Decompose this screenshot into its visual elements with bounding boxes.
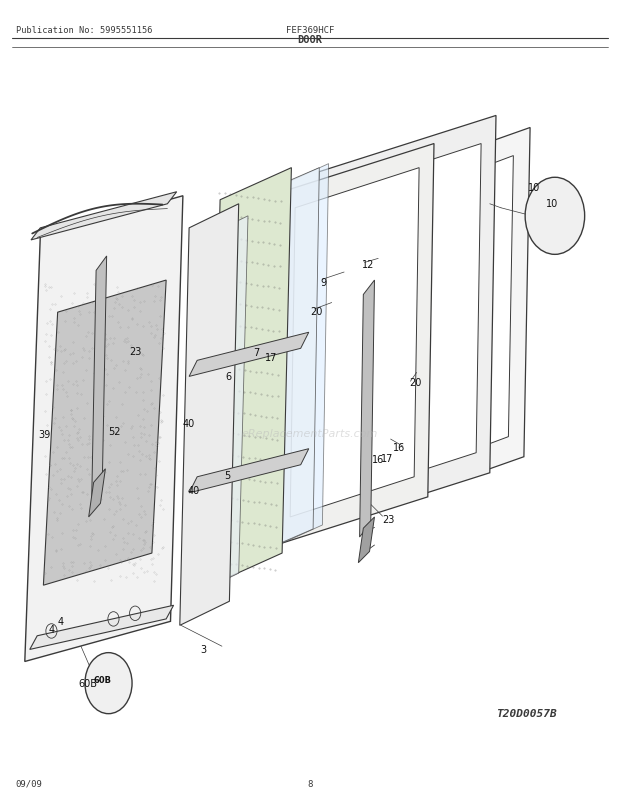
Text: eReplacementParts.com: eReplacementParts.com (242, 428, 378, 438)
Polygon shape (43, 281, 166, 585)
Text: 9: 9 (321, 277, 327, 287)
Text: 5: 5 (224, 471, 231, 480)
Text: 52: 52 (108, 427, 121, 436)
Text: 40: 40 (183, 419, 195, 428)
Polygon shape (31, 192, 177, 241)
Circle shape (85, 653, 132, 714)
Polygon shape (313, 116, 496, 529)
Text: 8: 8 (308, 779, 312, 788)
Text: 4: 4 (58, 617, 64, 626)
Polygon shape (189, 217, 248, 597)
Polygon shape (92, 257, 107, 497)
Text: 20: 20 (409, 378, 422, 387)
Text: Publication No: 5995551156: Publication No: 5995551156 (16, 26, 152, 34)
Text: 17: 17 (265, 353, 278, 363)
Text: 16: 16 (372, 455, 384, 464)
Polygon shape (358, 517, 374, 563)
Text: 60B: 60B (93, 675, 112, 685)
Text: 40: 40 (188, 486, 200, 496)
Text: 17: 17 (381, 454, 393, 464)
Text: 16: 16 (392, 443, 405, 452)
Polygon shape (189, 333, 309, 377)
Text: 7: 7 (253, 348, 259, 358)
Polygon shape (189, 449, 309, 493)
Polygon shape (89, 469, 105, 517)
Text: 39: 39 (38, 430, 51, 439)
Text: 3: 3 (200, 645, 206, 654)
Text: FEF369HCF: FEF369HCF (286, 26, 334, 34)
Polygon shape (30, 606, 174, 650)
Polygon shape (327, 144, 481, 501)
Text: 20: 20 (310, 306, 322, 316)
Text: 09/09: 09/09 (16, 779, 42, 788)
Text: T20D0057B: T20D0057B (496, 708, 557, 718)
Text: 4: 4 (48, 625, 55, 634)
Text: DOOR: DOOR (298, 35, 322, 45)
Polygon shape (260, 164, 329, 553)
Polygon shape (353, 128, 530, 517)
Polygon shape (360, 281, 374, 537)
Text: 12: 12 (361, 260, 374, 269)
Text: 10: 10 (528, 183, 541, 192)
Text: 23: 23 (129, 346, 141, 356)
Polygon shape (25, 196, 183, 662)
Text: 10: 10 (546, 199, 558, 209)
Polygon shape (211, 168, 291, 585)
Polygon shape (180, 205, 239, 626)
Polygon shape (248, 168, 319, 557)
Text: 60B: 60B (79, 678, 97, 688)
Text: 6: 6 (225, 372, 231, 382)
Polygon shape (276, 144, 434, 545)
Polygon shape (290, 168, 419, 517)
Circle shape (525, 178, 585, 255)
Polygon shape (369, 156, 513, 489)
Text: 23: 23 (383, 515, 395, 525)
